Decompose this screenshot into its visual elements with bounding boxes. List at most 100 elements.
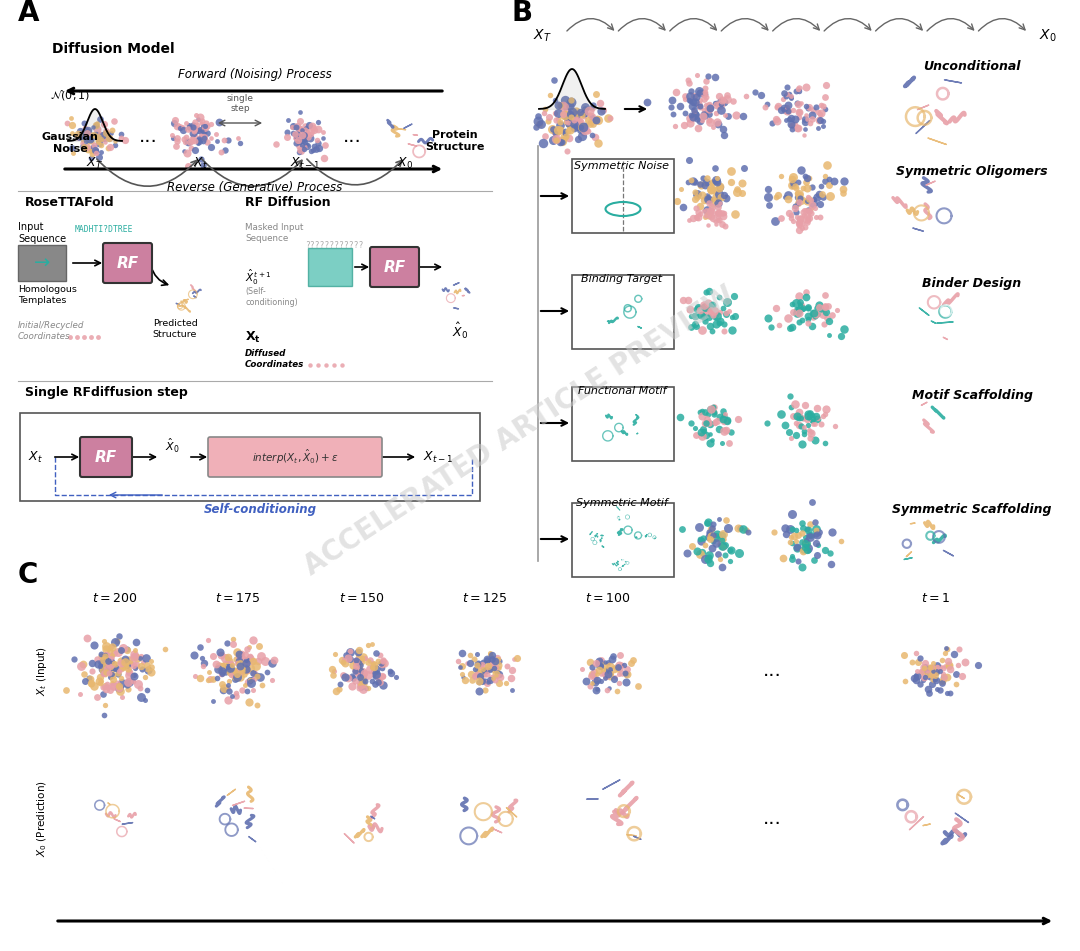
- Text: Forward (Noising) Process: Forward (Noising) Process: [178, 68, 332, 81]
- FancyArrowPatch shape: [934, 447, 945, 451]
- Text: $\hat{X}_0$: $\hat{X}_0$: [451, 320, 468, 341]
- FancyArrowPatch shape: [114, 819, 120, 822]
- Text: Unconditional: Unconditional: [923, 60, 1021, 72]
- Text: $t = 1$: $t = 1$: [920, 592, 949, 606]
- FancyArrowPatch shape: [603, 780, 620, 789]
- Text: B: B: [512, 0, 534, 27]
- FancyArrowPatch shape: [904, 558, 912, 559]
- Text: $X_0$: $X_0$: [1039, 28, 1057, 44]
- Text: Symmetric Motif: Symmetric Motif: [576, 498, 667, 508]
- FancyArrowPatch shape: [507, 807, 516, 817]
- Text: $X_t$ (Input): $X_t$ (Input): [35, 646, 49, 696]
- FancyArrowPatch shape: [945, 80, 961, 83]
- Text: Reverse (Generative) Process: Reverse (Generative) Process: [167, 181, 342, 194]
- Text: ...: ...: [342, 126, 362, 146]
- Text: $t = 175$: $t = 175$: [216, 592, 260, 606]
- FancyArrowPatch shape: [936, 322, 953, 323]
- Text: $X_T$: $X_T$: [86, 155, 104, 170]
- Text: ...: ...: [762, 809, 781, 828]
- Text: $X_{t-1}$: $X_{t-1}$: [423, 450, 453, 464]
- Text: RF: RF: [117, 256, 138, 270]
- Text: A: A: [18, 0, 40, 27]
- Text: ????????????: ????????????: [305, 241, 364, 249]
- Text: Single RFdiffusion step: Single RFdiffusion step: [25, 386, 188, 399]
- Text: Homologous
Templates: Homologous Templates: [18, 285, 77, 305]
- FancyArrowPatch shape: [957, 794, 964, 798]
- FancyArrowPatch shape: [921, 402, 927, 405]
- FancyArrowPatch shape: [943, 338, 947, 340]
- FancyArrowPatch shape: [227, 789, 235, 795]
- Bar: [308, 248, 352, 286]
- FancyArrowPatch shape: [494, 829, 501, 833]
- Bar: [21, 413, 480, 501]
- Text: $\mathcal{N}(0,1)$: $\mathcal{N}(0,1)$: [50, 88, 91, 103]
- FancyArrowPatch shape: [906, 552, 912, 556]
- FancyArrowPatch shape: [248, 837, 256, 842]
- Text: Binding Target: Binding Target: [581, 274, 662, 284]
- Text: Initial/Recycled
Coordinates: Initial/Recycled Coordinates: [18, 320, 84, 341]
- FancyArrowPatch shape: [602, 546, 604, 547]
- Text: C: C: [18, 561, 39, 589]
- FancyArrowPatch shape: [651, 538, 652, 539]
- FancyArrowPatch shape: [634, 836, 640, 840]
- FancyArrowPatch shape: [626, 835, 636, 836]
- FancyArrowPatch shape: [605, 315, 612, 320]
- Text: Diffused
Coordinates: Diffused Coordinates: [245, 349, 305, 369]
- FancyArrowPatch shape: [909, 817, 923, 829]
- FancyArrowPatch shape: [370, 816, 375, 819]
- Text: single
step: single step: [227, 93, 254, 113]
- Text: Input
Sequence: Input Sequence: [18, 222, 66, 244]
- Text: Predicted
Structure: Predicted Structure: [152, 319, 198, 340]
- FancyArrowPatch shape: [926, 182, 935, 185]
- Text: RF Diffusion: RF Diffusion: [245, 196, 330, 209]
- Text: Masked Input
Sequence: Masked Input Sequence: [245, 223, 303, 243]
- FancyArrowPatch shape: [193, 296, 195, 298]
- FancyArrowPatch shape: [918, 106, 929, 109]
- FancyArrowPatch shape: [931, 321, 935, 323]
- FancyArrowPatch shape: [630, 536, 633, 538]
- Text: →: →: [33, 254, 50, 273]
- Bar: [572, 387, 674, 461]
- Text: $X_0$: $X_0$: [397, 155, 413, 170]
- Text: $\hat{X}_0$: $\hat{X}_0$: [165, 437, 179, 456]
- FancyArrowPatch shape: [595, 529, 597, 530]
- Text: MADHTI?DTREE: MADHTI?DTREE: [75, 224, 134, 234]
- Text: ACCELERATED ARTICLE PREVIEW: ACCELERATED ARTICLE PREVIEW: [299, 281, 741, 581]
- Text: $X_t$: $X_t$: [28, 450, 42, 464]
- FancyArrowPatch shape: [345, 834, 354, 843]
- FancyArrowPatch shape: [944, 551, 954, 555]
- FancyArrowPatch shape: [122, 823, 133, 825]
- Text: $t = 125$: $t = 125$: [462, 592, 508, 606]
- FancyBboxPatch shape: [208, 437, 382, 477]
- FancyArrowPatch shape: [176, 303, 179, 304]
- FancyArrowPatch shape: [955, 813, 969, 823]
- Text: RoseTTAFold: RoseTTAFold: [25, 196, 114, 209]
- Bar: [18, 245, 66, 281]
- Text: ...: ...: [762, 662, 781, 681]
- FancyArrowPatch shape: [408, 144, 417, 146]
- Text: Symmetric Scaffolding: Symmetric Scaffolding: [892, 502, 1052, 515]
- Text: Binder Design: Binder Design: [922, 277, 1022, 289]
- Text: Symmetric Oligomers: Symmetric Oligomers: [896, 165, 1048, 178]
- FancyArrowPatch shape: [899, 413, 908, 417]
- FancyArrowPatch shape: [636, 415, 638, 416]
- Text: $X_t$: $X_t$: [192, 155, 207, 170]
- FancyBboxPatch shape: [103, 243, 152, 283]
- Text: RF: RF: [95, 450, 117, 464]
- Text: $\hat{X}_0^{\,t+1}$: $\hat{X}_0^{\,t+1}$: [245, 267, 271, 286]
- Text: Protein
Structure: Protein Structure: [426, 130, 485, 152]
- FancyArrowPatch shape: [928, 138, 946, 145]
- Text: (Self-
conditioning): (Self- conditioning): [245, 287, 298, 307]
- Text: $X_T$: $X_T$: [532, 28, 552, 44]
- FancyArrowPatch shape: [919, 308, 929, 316]
- FancyArrowPatch shape: [232, 802, 244, 805]
- FancyArrowPatch shape: [916, 121, 930, 133]
- FancyArrowPatch shape: [108, 803, 110, 805]
- Text: Motif Scaffolding: Motif Scaffolding: [912, 390, 1032, 402]
- Text: ...: ...: [138, 126, 158, 146]
- Text: Symmetric Noise: Symmetric Noise: [575, 161, 670, 171]
- Text: $\mathbf{X_t}$: $\mathbf{X_t}$: [245, 329, 260, 344]
- Bar: [572, 275, 674, 349]
- Text: $interp(X_t, \hat{X}_0) + \varepsilon$: $interp(X_t, \hat{X}_0) + \varepsilon$: [252, 448, 338, 466]
- Text: $X_{t-1}$: $X_{t-1}$: [291, 155, 320, 170]
